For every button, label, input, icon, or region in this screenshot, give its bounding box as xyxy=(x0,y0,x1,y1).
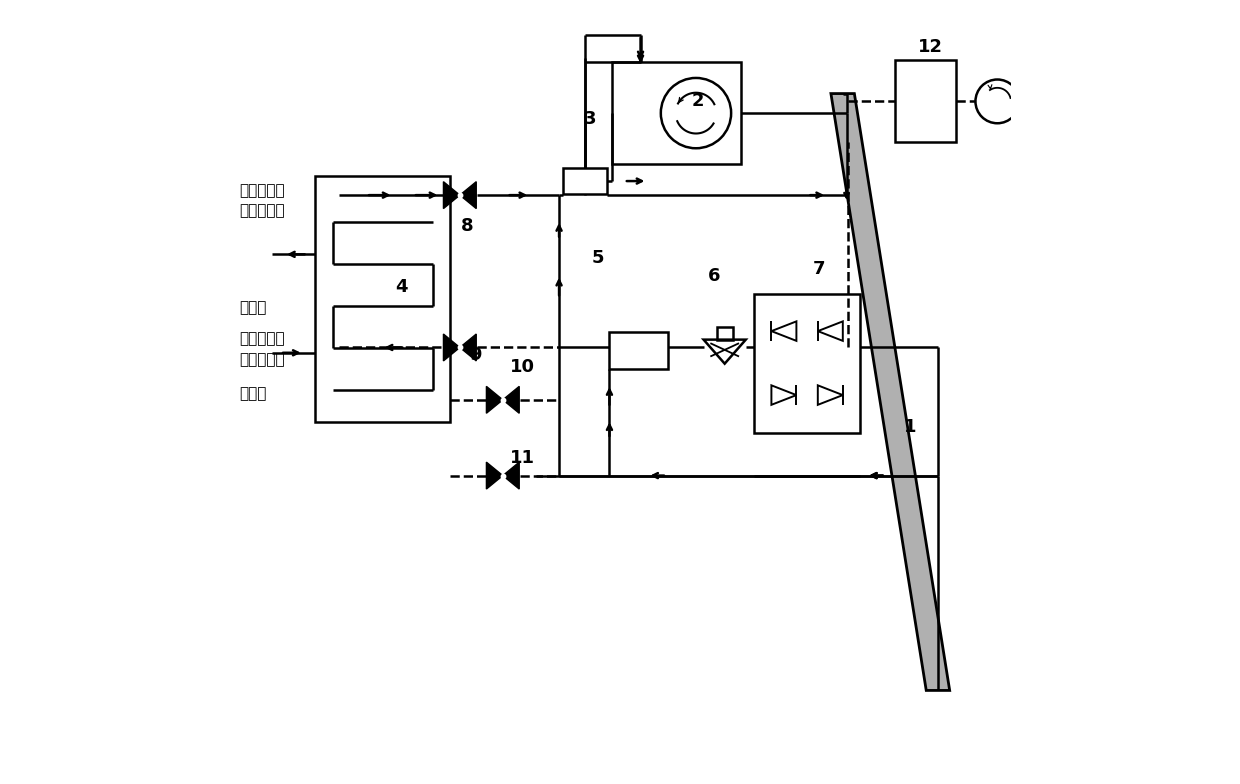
Text: 12: 12 xyxy=(919,38,944,56)
Bar xyxy=(613,62,742,164)
Text: 11: 11 xyxy=(510,449,534,467)
Polygon shape xyxy=(486,462,502,489)
Text: 1: 1 xyxy=(904,418,916,436)
Text: 热水供: 热水供 xyxy=(239,300,267,315)
Bar xyxy=(717,327,733,339)
Text: 9: 9 xyxy=(469,347,481,365)
Text: 接用冷末端: 接用冷末端 xyxy=(239,332,284,347)
Text: 接用冷末端: 接用冷末端 xyxy=(239,183,284,198)
Bar xyxy=(754,293,859,433)
Text: 4: 4 xyxy=(396,278,408,296)
Polygon shape xyxy=(486,387,502,413)
Polygon shape xyxy=(444,182,460,209)
Polygon shape xyxy=(444,334,460,361)
Text: 蒸发器出口: 蒸发器出口 xyxy=(239,203,284,218)
Text: 热水回: 热水回 xyxy=(239,386,267,401)
Text: 7: 7 xyxy=(813,260,826,278)
Polygon shape xyxy=(502,462,520,489)
Text: 蒸发器入口: 蒸发器入口 xyxy=(239,352,284,367)
Circle shape xyxy=(976,79,1019,123)
Circle shape xyxy=(661,78,732,148)
Text: 10: 10 xyxy=(510,358,534,376)
Text: 2: 2 xyxy=(692,93,704,111)
Text: 3: 3 xyxy=(584,110,596,128)
Text: 6: 6 xyxy=(708,267,720,285)
Bar xyxy=(895,60,956,142)
Polygon shape xyxy=(460,334,476,361)
Bar xyxy=(609,332,668,369)
Bar xyxy=(563,168,606,194)
Polygon shape xyxy=(502,387,520,413)
Bar xyxy=(315,176,450,422)
Polygon shape xyxy=(460,182,476,209)
Text: 8: 8 xyxy=(461,217,474,235)
Text: 5: 5 xyxy=(591,249,604,267)
Polygon shape xyxy=(831,93,950,691)
